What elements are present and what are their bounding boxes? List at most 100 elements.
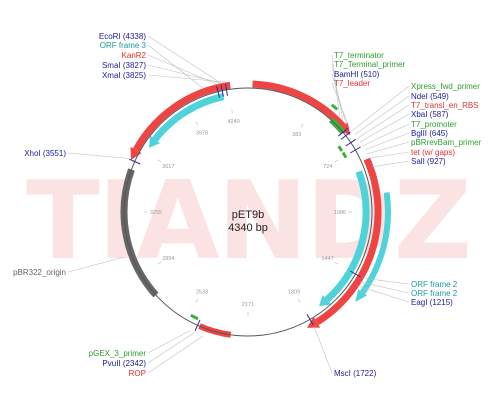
- orf-frame-2-inner-arc-arrowhead: [319, 295, 332, 307]
- label-leader-line: [331, 54, 340, 118]
- cut-site-mark: [194, 319, 201, 331]
- feature-label: T7_terminator: [334, 51, 384, 60]
- tick-label: 4240: [227, 119, 239, 125]
- label-leader-line: [147, 64, 221, 84]
- pbrrevbam-marker: [341, 151, 348, 159]
- tick-label: 2171: [242, 302, 254, 308]
- label-leader-line: [366, 141, 410, 155]
- cut-site-mark: [349, 270, 361, 278]
- cut-site-mark: [129, 158, 141, 165]
- label-leader-line: [357, 104, 410, 139]
- label-leader-line: [147, 332, 195, 364]
- feature-label: EcoRI (4338): [99, 32, 146, 41]
- feature-label: BglII (645): [411, 129, 448, 138]
- feature-label: KanR2: [122, 51, 147, 60]
- label-leader-line: [368, 151, 410, 159]
- tick-mark: [157, 261, 162, 265]
- orf-frame-2-inner-arc: [324, 170, 370, 303]
- feature-label: EagI (1215): [411, 298, 453, 307]
- label-leader-line: [147, 74, 226, 83]
- feature-label: T7_transl_en_RBS: [411, 101, 479, 110]
- feature-label: SmaI (3827): [102, 61, 146, 70]
- feature-label: pBRrevBam_primer: [411, 138, 482, 147]
- rop-arc: [198, 323, 232, 338]
- feature-label: XhoI (3551): [24, 149, 66, 158]
- tick-mark: [195, 121, 199, 126]
- cut-site-mark: [345, 138, 357, 147]
- cut-site-mark: [220, 84, 224, 97]
- feature-label: BamHI (510): [334, 70, 380, 79]
- label-leader-line: [147, 330, 191, 354]
- tick-mark: [300, 123, 304, 128]
- orf-frame-3-arc-arrowhead: [149, 135, 160, 148]
- label-leaders: [67, 35, 410, 374]
- tick-label: 383: [292, 132, 301, 138]
- feature-label: ORF frame 2: [411, 280, 458, 289]
- label-leader-line: [331, 73, 347, 124]
- label-leader-line: [351, 85, 410, 131]
- t7-promoter-marker: [337, 145, 344, 152]
- t7-region-red-arc-arrowhead: [338, 122, 351, 135]
- tick-label: 3978: [196, 130, 208, 136]
- plasmid-size: 4340 bp: [228, 222, 268, 234]
- label-leader-line: [147, 35, 221, 84]
- tet-arc: [315, 157, 382, 326]
- label-leader-line: [362, 277, 410, 285]
- label-leader-line: [362, 123, 410, 147]
- tick-label: 1809: [288, 290, 300, 296]
- t7-region-red-arc: [252, 80, 346, 129]
- label-leader-line: [364, 132, 410, 151]
- feature-label: XbaI (587): [411, 110, 449, 119]
- cut-site-mark: [338, 128, 348, 137]
- feature-label: XmaI (3825): [102, 71, 146, 80]
- label-leader-line: [331, 63, 344, 121]
- tick-label: 2533: [196, 290, 208, 296]
- orf-frame-2-outer-arc-arrowhead: [355, 289, 368, 302]
- feature-label: ROP: [129, 369, 146, 378]
- tick-mark: [195, 298, 199, 303]
- tick-label: 3617: [162, 164, 174, 170]
- tick-marks: 383 724 1086 1447 1809 2171 2533 2894 3255 3617 39…: [129, 83, 361, 331]
- label-leader-line: [359, 113, 410, 143]
- plasmid-name: pET9b: [232, 209, 264, 221]
- label-leader-line: [359, 281, 410, 294]
- tick-label: 2894: [162, 256, 174, 262]
- feature-label: tet (w/ gaps): [411, 148, 455, 157]
- tick-label: 724: [323, 164, 332, 170]
- cut-site-mark: [340, 131, 351, 140]
- tick-mark: [334, 261, 339, 265]
- tick-mark: [231, 109, 233, 114]
- cut-site-mark: [224, 83, 229, 96]
- label-leader-line: [371, 160, 410, 168]
- feature-label: Xpress_fwd_primer: [411, 82, 480, 91]
- label-leader-line: [331, 82, 350, 128]
- orf-frame-2-outer-arc: [360, 192, 391, 295]
- tick-mark: [297, 298, 301, 303]
- feature-label: pBR322_origin: [13, 268, 66, 277]
- label-leader-line: [67, 152, 128, 159]
- feature-label: T7_leader: [334, 79, 370, 88]
- orf-frame-3-arc: [152, 93, 225, 142]
- tick-label: 1086: [334, 210, 346, 216]
- feature-label: ORF frame 2: [411, 289, 458, 298]
- tet-arc-arrowhead: [307, 316, 321, 328]
- feature-label: T7_Terminal_primer: [334, 60, 405, 69]
- cut-site-mark: [306, 313, 314, 325]
- backbone-circle: [123, 87, 373, 337]
- label-leader-line: [67, 256, 125, 273]
- label-leader-line: [313, 326, 333, 374]
- label-leader-line: [147, 335, 204, 374]
- feature-label: PvuII (2342): [102, 359, 146, 368]
- pgex3-primer-marker: [190, 313, 199, 321]
- feature-label: SalI (927): [411, 157, 446, 166]
- feature-label: T7_promoter: [411, 120, 457, 129]
- cut-site-mark: [349, 146, 361, 154]
- kanr2-arc-arrowhead: [130, 146, 142, 160]
- cut-site-mark: [216, 85, 220, 98]
- tick-label: 3255: [150, 210, 162, 216]
- label-leader-line: [354, 95, 410, 135]
- feature-label: NdeI (549): [411, 92, 449, 101]
- label-leader-line: [357, 285, 410, 303]
